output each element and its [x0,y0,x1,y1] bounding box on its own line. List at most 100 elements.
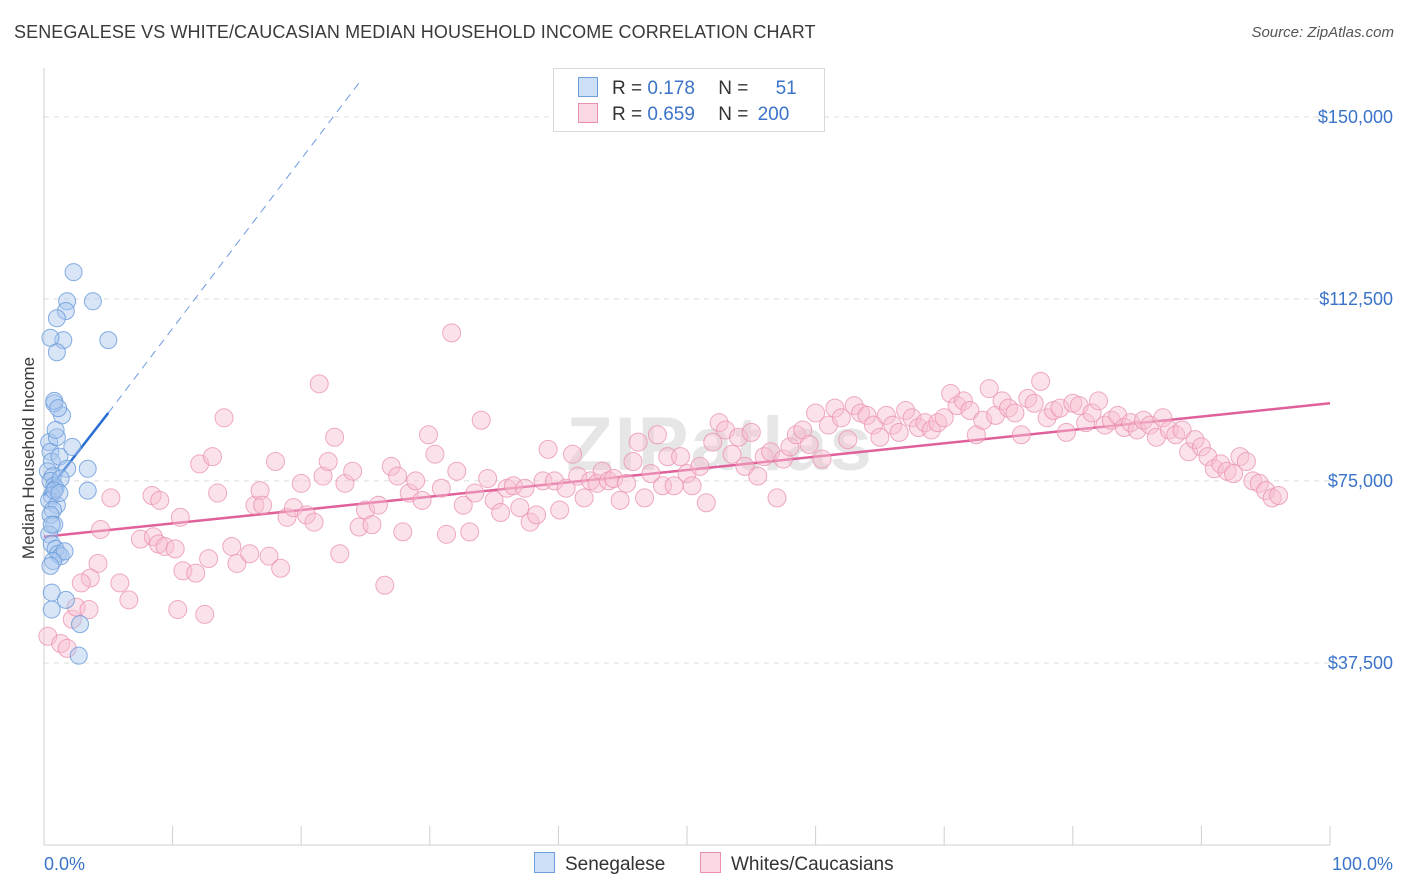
white-point [471,410,491,430]
white-point [335,473,355,493]
senegalese-point [42,515,61,534]
white-point [101,488,121,508]
white-point [208,483,228,503]
white-point [960,401,980,421]
senegalese-point [42,600,61,619]
white-point [425,444,445,464]
white-point [844,396,864,416]
white-point [437,524,457,544]
senegalese-point [45,481,64,500]
white-point [71,573,91,593]
senegalese-points [38,263,118,665]
senegalese-point [71,615,90,634]
white-point [343,461,363,481]
white-point [992,391,1012,411]
white-caucasian-points [38,323,1289,658]
white-point [150,490,170,510]
legend-n-label: N = [718,78,749,99]
white-point [754,447,774,467]
senegalese-point [78,459,97,478]
white-point [393,522,413,542]
white-point [568,466,588,486]
white-point [902,408,922,428]
white-point [641,464,661,484]
white-point [325,427,345,447]
white-point [304,512,324,532]
white-point [1269,485,1289,505]
white-point [375,575,395,595]
white-point [728,427,748,447]
series-label: Whites/Caucasians [731,854,894,875]
white-point [453,495,473,515]
series-label: Senegalese [565,854,666,875]
white-point [786,425,806,445]
white-point [780,437,800,457]
white-point [953,391,973,411]
white-point [896,401,916,421]
white-point [227,553,247,573]
white-point [623,452,643,471]
white-point [291,473,311,493]
white-point [271,558,291,578]
white-point [79,600,99,620]
white-point [381,456,401,476]
white-point [1018,388,1038,408]
white-point [195,604,215,624]
white-point [767,488,787,508]
white-point [515,478,535,498]
white-point [57,638,77,658]
white-point [563,444,583,464]
senegalese-point [44,501,63,520]
white-point [538,439,558,459]
white-point [825,398,845,418]
series-legend-white[interactable]: Whites/Caucasians [700,852,894,876]
white-point [703,432,723,452]
senegalese-point [41,505,60,524]
white-point [533,471,553,491]
white-point [748,466,768,486]
white-point [442,323,462,343]
white-point [309,374,329,394]
senegalese-point [47,428,66,447]
legend-r-label: R = [612,104,643,125]
senegalese-point [55,542,74,561]
white-point [119,590,139,610]
white-point [635,488,655,508]
white-point [1095,415,1115,435]
legend-n-label: N = [718,104,749,125]
white-point [214,408,234,428]
white-point [709,413,729,433]
senegalese-point [47,343,66,362]
white-point [478,468,498,488]
white-point [1230,447,1250,467]
white-point [741,422,761,442]
legend-n-value: 200 [757,104,790,125]
white-point [491,502,511,522]
series-swatch-senegalese [534,852,555,873]
senegalese-point [78,481,97,500]
white-point [1089,391,1109,411]
white-point [1249,473,1269,493]
senegalese-point [64,263,83,282]
x-tick-label: 0.0% [44,854,85,874]
senegalese-point [83,292,102,311]
senegalese-point [63,437,82,456]
white-point [510,498,530,518]
white-point [1127,420,1147,440]
white-point [80,568,100,588]
y-tick-label: $150,000 [1318,107,1393,127]
white-point [973,410,993,430]
white-point [460,522,480,542]
white-point [690,456,710,476]
white-point [110,573,130,593]
series-legend-senegalese[interactable]: Senegalese [534,852,665,876]
white-point [857,405,877,425]
senegalese-point [58,459,77,478]
legend-r-value: 0.178 [647,78,695,99]
white-point [199,549,219,569]
series-swatch-white [700,852,721,873]
x-tick-label: 100.0% [1332,854,1393,874]
white-point [330,544,350,564]
white-point [870,427,890,447]
correlation-legend: R = 0.178 N = 51 R = 0.659 N = 200 [553,68,825,132]
